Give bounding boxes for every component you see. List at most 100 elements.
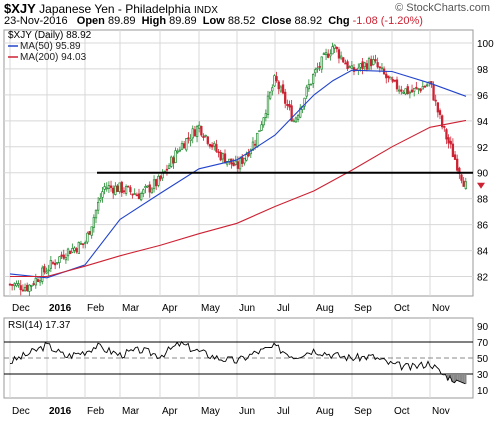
legend-item: MA(50) 95.89	[20, 41, 81, 52]
rsi-y-tick-label: 10	[477, 386, 489, 397]
candle-body	[359, 63, 362, 68]
candle-body	[309, 83, 313, 86]
candle-body	[391, 79, 394, 82]
candle-body	[258, 130, 261, 133]
candle-body	[425, 84, 429, 87]
candle-body	[69, 250, 72, 255]
candle-body	[232, 162, 235, 167]
candle-body	[221, 153, 225, 160]
candle-body	[363, 62, 366, 68]
candle-body	[445, 129, 448, 140]
candle-body	[195, 126, 199, 138]
price-x-tick-label: Aug	[316, 303, 334, 314]
candle-body	[165, 168, 169, 171]
price-y-tick-label: 90	[477, 169, 489, 180]
candle-body	[112, 187, 115, 194]
candle-body	[279, 86, 283, 92]
candle-body	[56, 261, 59, 264]
candle-body	[36, 279, 40, 283]
candle-body	[393, 79, 396, 82]
candle-body	[185, 138, 188, 151]
candle-body	[348, 66, 351, 68]
candle-body	[238, 158, 242, 170]
price-x-tick-label: Jun	[239, 303, 255, 314]
last-price-marker	[477, 182, 485, 189]
rsi-x-tick-label: Dec	[12, 406, 30, 417]
candle-body	[423, 85, 427, 88]
open-value: 89.89	[107, 15, 136, 27]
candle-body	[284, 91, 287, 104]
candle-body	[23, 287, 27, 291]
chg-value: -1.08 (-1.20%)	[352, 15, 423, 27]
candle-body	[146, 185, 149, 188]
candle-body	[204, 134, 207, 137]
chg-label: Chg	[328, 15, 350, 27]
candle-body	[17, 283, 20, 286]
candle-body	[180, 143, 184, 150]
price-x-tick-label: Sep	[354, 303, 372, 314]
candle-body	[451, 143, 455, 158]
candle-body	[331, 46, 334, 55]
candle-body	[170, 156, 173, 167]
candle-body	[372, 59, 375, 66]
candle-body	[277, 81, 280, 90]
rsi-x-tick-label: Oct	[394, 406, 410, 417]
candle-body	[415, 86, 418, 89]
candle-body	[432, 85, 435, 101]
candle-body	[13, 283, 16, 287]
rsi-label: RSI(14) 17.37	[8, 320, 71, 331]
candle-body	[344, 62, 347, 65]
candle-body	[189, 138, 192, 141]
candle-body	[305, 86, 308, 97]
candle-body	[58, 256, 61, 263]
candle-body	[96, 201, 100, 211]
candle-body	[346, 61, 349, 69]
candle-body	[71, 248, 74, 253]
candle-body	[320, 56, 323, 70]
candle-body	[436, 102, 439, 113]
rsi-x-tick-label: Apr	[162, 406, 178, 417]
rsi-y-tick-label: 50	[477, 354, 489, 365]
candle-body	[148, 184, 151, 193]
candle-body	[223, 153, 227, 164]
ma200-line	[10, 119, 467, 278]
candle-body	[402, 91, 405, 94]
candle-body	[241, 156, 244, 164]
candle-body	[337, 49, 341, 59]
candle-body	[90, 226, 93, 236]
candle-body	[462, 180, 465, 187]
candle-body	[202, 135, 205, 138]
candle-body	[208, 143, 212, 147]
candle-body	[294, 117, 298, 123]
candle-body	[419, 88, 422, 92]
candle-body	[260, 124, 263, 131]
candle-body	[32, 283, 35, 285]
candle-body	[79, 242, 83, 245]
candle-body	[361, 61, 364, 69]
candle-body	[376, 62, 379, 68]
candle-body	[441, 115, 444, 128]
symbol: $XJY	[4, 1, 36, 16]
candle-body	[30, 284, 33, 287]
candle-body	[215, 144, 218, 152]
candle-body	[150, 188, 154, 194]
candle-body	[178, 149, 182, 152]
candle-body	[245, 154, 248, 161]
price-x-tick-label: 2016	[49, 303, 72, 314]
rsi-panel: 10 30 50 70 90 RSI(14) 17.37 Dec 2016 Feb Mar Apr M…	[3, 317, 489, 417]
exchange: INDX	[193, 5, 218, 16]
candle-body	[264, 113, 267, 118]
candle-body	[45, 271, 48, 274]
candle-body	[374, 59, 377, 62]
candle-body	[262, 117, 265, 126]
candle-body	[176, 150, 179, 153]
price-y-tick-label: 92	[477, 143, 489, 154]
candle-body	[281, 84, 285, 94]
candle-body	[398, 89, 401, 92]
open-label: Open	[76, 15, 105, 27]
candle-body	[335, 47, 338, 50]
candle-body	[329, 53, 332, 57]
candle-body	[273, 75, 276, 87]
